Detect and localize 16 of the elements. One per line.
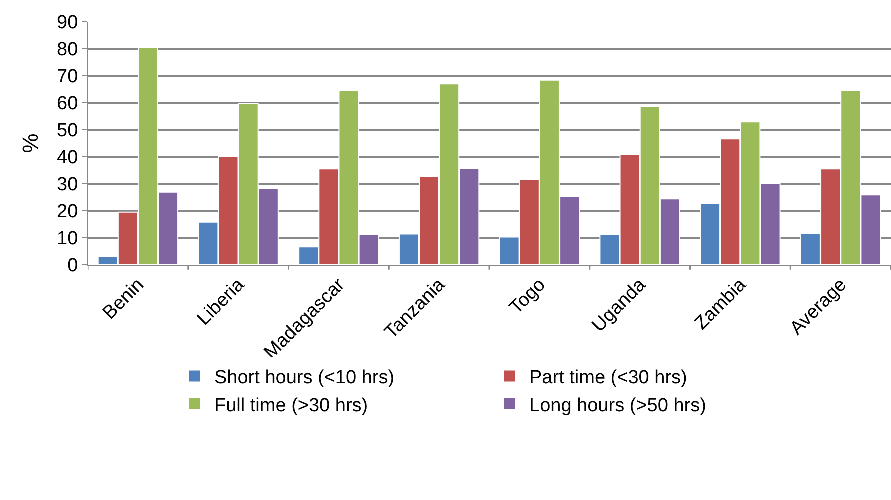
x-tick-label: Togo — [506, 274, 550, 319]
y-tick-label: 10 — [57, 228, 78, 250]
legend-label: Long hours (>50 hrs) — [530, 395, 706, 416]
y-tick-label: 0 — [68, 256, 78, 277]
y-tick-label: 30 — [57, 174, 78, 196]
y-tick-label: 50 — [57, 120, 78, 142]
y-tick-label: 40 — [57, 148, 78, 169]
legend-label: Full time (>30 hrs) — [214, 395, 368, 416]
legend-label: Part time (<30 hrs) — [530, 368, 688, 389]
legend-label: Short hours (<10 hrs) — [214, 368, 395, 389]
y-tick-label: 90 — [57, 12, 78, 34]
y-axis-title: % — [18, 134, 43, 154]
y-tick-label: 60 — [57, 94, 78, 115]
y-tick-label: 70 — [57, 66, 78, 88]
y-tick-label: 80 — [57, 40, 78, 61]
y-tick-label: 20 — [57, 202, 78, 223]
